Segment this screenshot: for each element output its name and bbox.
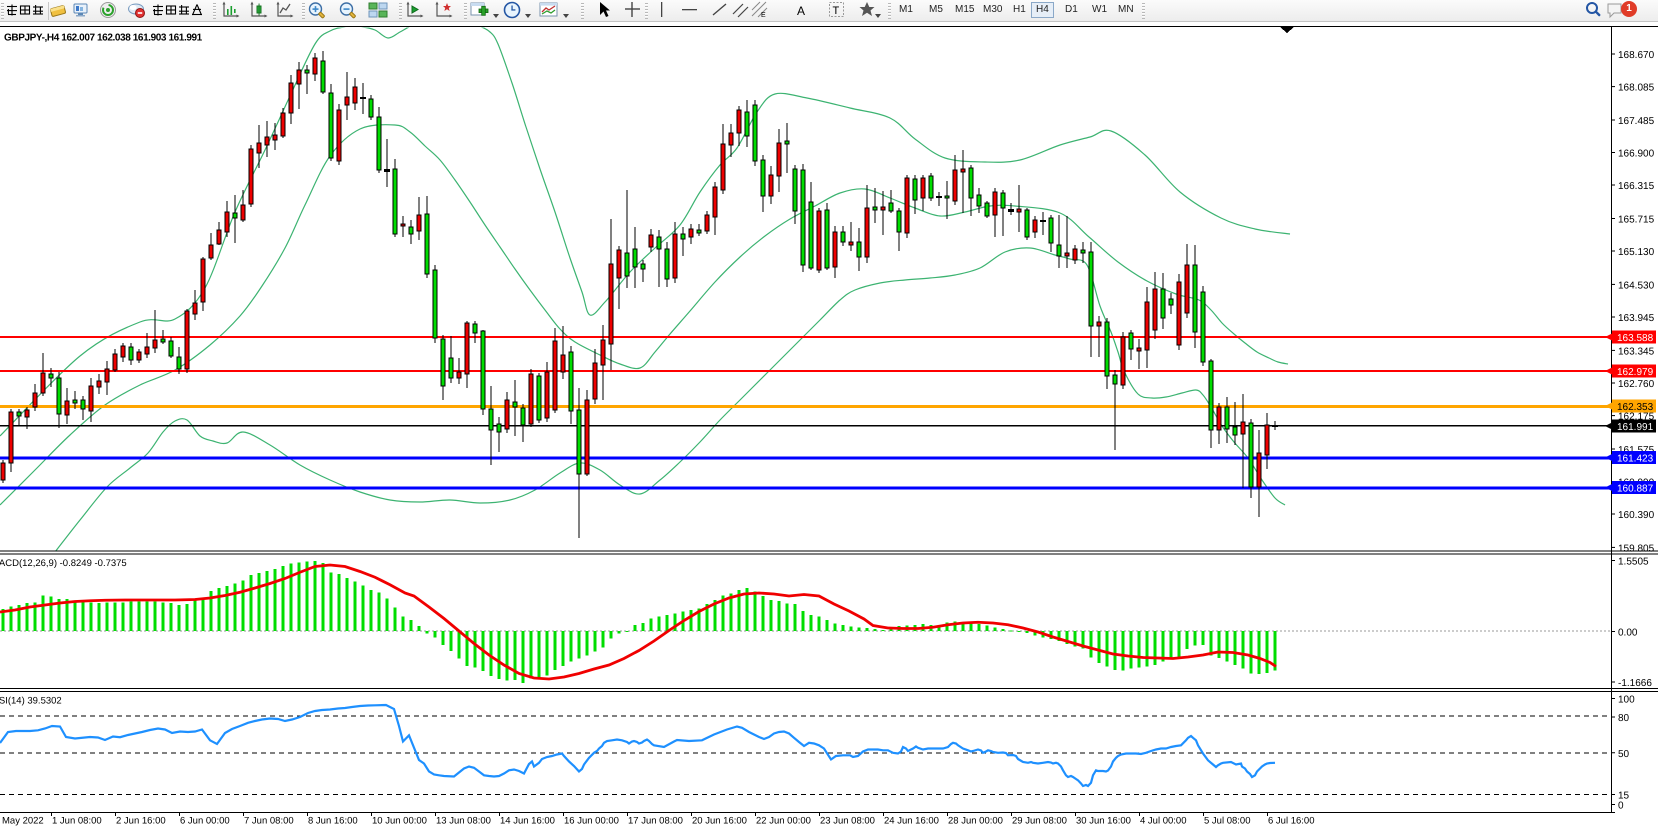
svg-text:165.715: 165.715 [1618, 215, 1655, 226]
svg-text:1 Jun 08:00: 1 Jun 08:00 [52, 816, 102, 827]
svg-text:29 Jun 08:00: 29 Jun 08:00 [1012, 816, 1067, 827]
svg-text:GBPJPY-,H4 162.007 162.038 16: GBPJPY-,H4 162.007 162.038 161.903 161.9… [4, 33, 203, 44]
svg-text:2 Jun 16:00: 2 Jun 16:00 [116, 816, 166, 827]
svg-text:5 Jul 08:00: 5 Jul 08:00 [1204, 816, 1250, 827]
svg-text:4 Jul 00:00: 4 Jul 00:00 [1140, 816, 1186, 827]
svg-text:161.991: 161.991 [1617, 422, 1654, 433]
svg-text:50: 50 [1618, 749, 1630, 760]
svg-text:23 Jun 08:00: 23 Jun 08:00 [820, 816, 875, 827]
svg-text:16 Jun 00:00: 16 Jun 00:00 [564, 816, 619, 827]
svg-text:160.390: 160.390 [1618, 510, 1655, 521]
svg-text:30 Jun 16:00: 30 Jun 16:00 [1076, 816, 1131, 827]
svg-text:167.485: 167.485 [1618, 116, 1655, 127]
svg-text:161.575: 161.575 [1618, 445, 1655, 456]
svg-text:168.085: 168.085 [1618, 83, 1655, 94]
svg-text:160.887: 160.887 [1617, 484, 1654, 495]
svg-text:MACD(12,26,9) -0.8249 -0.7375: MACD(12,26,9) -0.8249 -0.7375 [0, 558, 127, 569]
svg-text:22 Jun 00:00: 22 Jun 00:00 [756, 816, 811, 827]
svg-text:6 Jul 16:00: 6 Jul 16:00 [1268, 816, 1314, 827]
svg-text:163.945: 163.945 [1618, 313, 1655, 324]
svg-text:165.130: 165.130 [1618, 247, 1655, 258]
svg-text:20 Jun 16:00: 20 Jun 16:00 [692, 816, 747, 827]
svg-text:28 Jun 00:00: 28 Jun 00:00 [948, 816, 1003, 827]
svg-text:0.00: 0.00 [1618, 628, 1638, 639]
svg-text:166.900: 166.900 [1618, 149, 1655, 160]
svg-text:7 Jun 08:00: 7 Jun 08:00 [244, 816, 294, 827]
svg-text:17 Jun 08:00: 17 Jun 08:00 [628, 816, 683, 827]
svg-text:166.315: 166.315 [1618, 181, 1655, 192]
svg-text:162.979: 162.979 [1617, 367, 1654, 378]
svg-text:162.353: 162.353 [1617, 402, 1654, 413]
svg-text:24 Jun 16:00: 24 Jun 16:00 [884, 816, 939, 827]
svg-text:RSI(14) 39.5302: RSI(14) 39.5302 [0, 696, 62, 707]
svg-text:100: 100 [1618, 695, 1635, 706]
svg-text:6 Jun 00:00: 6 Jun 00:00 [180, 816, 230, 827]
svg-text:-1.1666: -1.1666 [1618, 678, 1652, 689]
svg-text:1.5505: 1.5505 [1618, 557, 1649, 568]
svg-text:80: 80 [1618, 713, 1630, 724]
svg-text:T: T [833, 5, 840, 17]
svg-text:162.175: 162.175 [1618, 412, 1655, 423]
svg-text:14 Jun 16:00: 14 Jun 16:00 [500, 816, 555, 827]
svg-text:168.670: 168.670 [1618, 50, 1655, 61]
svg-text:159.805: 159.805 [1618, 543, 1655, 554]
svg-text:163.588: 163.588 [1617, 333, 1654, 344]
svg-text:162.760: 162.760 [1618, 379, 1655, 390]
svg-text:15: 15 [1618, 791, 1630, 802]
svg-text:E: E [761, 12, 766, 19]
svg-text:163.345: 163.345 [1618, 346, 1655, 357]
svg-text:8 Jun 16:00: 8 Jun 16:00 [308, 816, 358, 827]
svg-text:0: 0 [1618, 801, 1624, 812]
svg-text:13 Jun 08:00: 13 Jun 08:00 [436, 816, 491, 827]
svg-text:161.423: 161.423 [1617, 454, 1654, 465]
svg-text:10 Jun 00:00: 10 Jun 00:00 [372, 816, 427, 827]
svg-text:164.530: 164.530 [1618, 280, 1655, 291]
svg-text:May 2022: May 2022 [2, 816, 44, 827]
